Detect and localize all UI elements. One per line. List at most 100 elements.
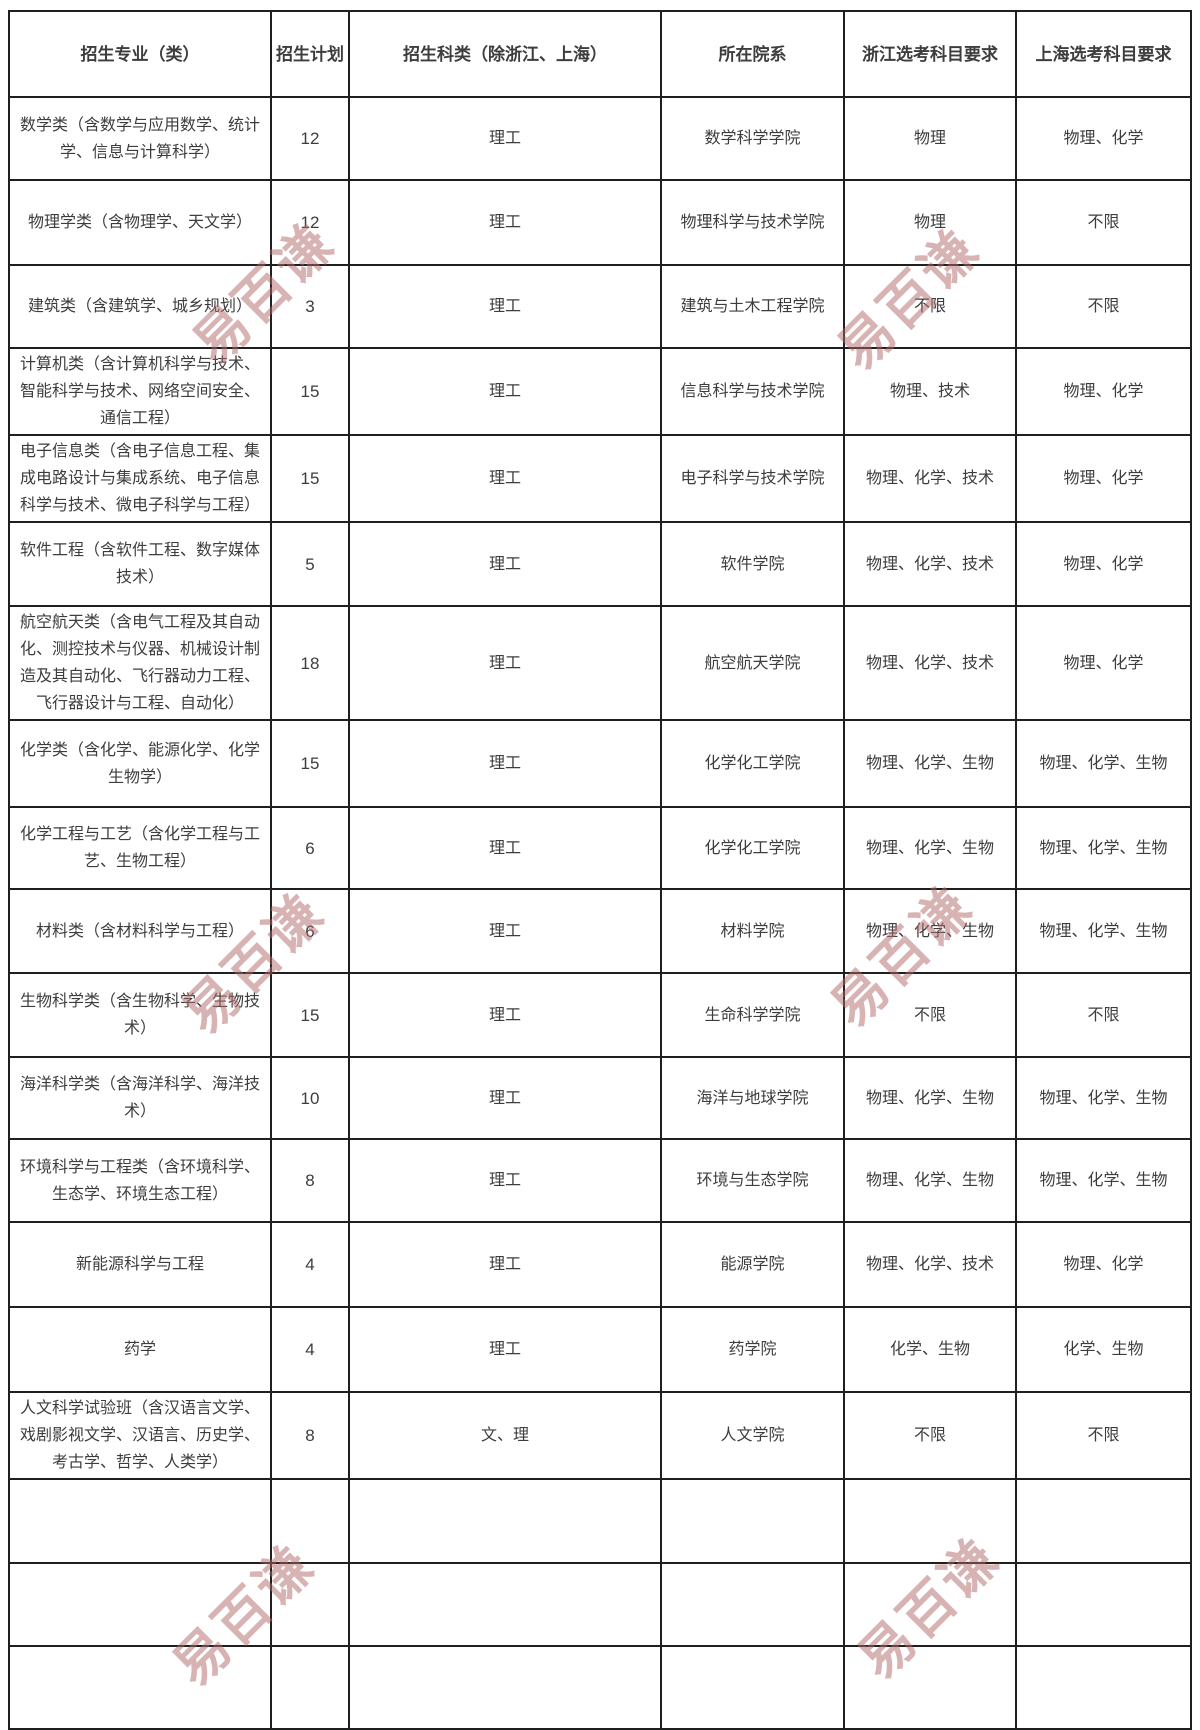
table-cell: 建筑与土木工程学院 [660, 264, 845, 349]
table-cell: 物理、化学、生物 [1015, 806, 1192, 890]
table-row-empty [8, 1645, 1192, 1730]
table-cell: 电子信息类（含电子信息工程、集成电路设计与集成系统、电子信息科学与技术、微电子科… [8, 434, 272, 523]
table-cell: 8 [270, 1391, 350, 1480]
table-cell: 信息科学与技术学院 [660, 347, 845, 436]
table-row: 新能源科学与工程 4 理工 能源学院 物理、化学、技术 物理、化学 [8, 1221, 1192, 1308]
table-cell: 物理、化学、技术 [843, 605, 1017, 721]
table-cell: 理工 [348, 1056, 662, 1140]
table-cell: 物理、化学、技术 [843, 521, 1017, 607]
table-cell: 物理科学与技术学院 [660, 179, 845, 266]
table-cell: 理工 [348, 1221, 662, 1308]
table-cell: 数学科学学院 [660, 96, 845, 181]
table-cell: 理工 [348, 719, 662, 808]
table-cell [660, 1478, 845, 1564]
table-cell: 理工 [348, 972, 662, 1058]
table-cell: 物理 [843, 96, 1017, 181]
header-department: 所在院系 [660, 10, 845, 98]
table-cell: 物理、化学、技术 [843, 434, 1017, 523]
table-row-empty [8, 1478, 1192, 1564]
table-cell [270, 1562, 350, 1647]
table-cell: 15 [270, 347, 350, 436]
table-cell: 15 [270, 434, 350, 523]
table-cell: 理工 [348, 347, 662, 436]
table-cell: 电子科学与技术学院 [660, 434, 845, 523]
table-cell: 物理学类（含物理学、天文学） [8, 179, 272, 266]
table-cell: 数学类（含数学与应用数学、统计学、信息与计算科学） [8, 96, 272, 181]
table-cell [348, 1645, 662, 1730]
table-cell: 不限 [843, 264, 1017, 349]
header-subject-category: 招生科类（除浙江、上海） [348, 10, 662, 98]
table-cell: 能源学院 [660, 1221, 845, 1308]
table-cell: 计算机类（含计算机科学与技术、智能科学与技术、网络空间安全、通信工程） [8, 347, 272, 436]
table-cell: 环境与生态学院 [660, 1138, 845, 1223]
table-row: 建筑类（含建筑学、城乡规划） 3 理工 建筑与土木工程学院 不限 不限 [8, 264, 1192, 349]
table-cell: 理工 [348, 179, 662, 266]
header-row: 招生专业（类） 招生计划 招生科类（除浙江、上海） 所在院系 浙江选考科目要求 … [8, 10, 1192, 98]
table-cell [1015, 1478, 1192, 1564]
table-cell: 物理、化学、生物 [1015, 1056, 1192, 1140]
table-cell: 理工 [348, 888, 662, 974]
table-cell: 生命科学学院 [660, 972, 845, 1058]
table-cell: 物理、化学 [1015, 434, 1192, 523]
table-cell [843, 1478, 1017, 1564]
table-cell: 不限 [1015, 264, 1192, 349]
table-cell: 物理、化学、生物 [843, 719, 1017, 808]
table-cell: 不限 [843, 972, 1017, 1058]
table-cell: 3 [270, 264, 350, 349]
table-cell [8, 1562, 272, 1647]
table-cell: 环境科学与工程类（含环境科学、生态学、环境生态工程） [8, 1138, 272, 1223]
table-cell: 化学类（含化学、能源化学、化学生物学） [8, 719, 272, 808]
table-row: 化学类（含化学、能源化学、化学生物学） 15 理工 化学化工学院 物理、化学、生物 物理、… [8, 719, 1192, 808]
table-cell: 理工 [348, 434, 662, 523]
table-cell: 材料学院 [660, 888, 845, 974]
table-cell: 15 [270, 719, 350, 808]
table-cell: 4 [270, 1221, 350, 1308]
table-cell: 12 [270, 179, 350, 266]
table-row: 材料类（含材料科学与工程） 6 理工 材料学院 物理、化学、生物 物理、化学、生物 [8, 888, 1192, 974]
table-cell: 15 [270, 972, 350, 1058]
table-cell: 不限 [843, 1391, 1017, 1480]
table-cell [270, 1645, 350, 1730]
table-row: 航空航天类（含电气工程及其自动化、测控技术与仪器、机械设计制造及其自动化、飞行器… [8, 605, 1192, 721]
table-cell [660, 1645, 845, 1730]
table-cell: 物理、技术 [843, 347, 1017, 436]
table-row: 数学类（含数学与应用数学、统计学、信息与计算科学） 12 理工 数学科学学院 物理 物理、… [8, 96, 1192, 181]
header-plan-count: 招生计划 [270, 10, 350, 98]
table-cell: 物理、化学、生物 [1015, 888, 1192, 974]
table-cell: 软件工程（含软件工程、数字媒体技术） [8, 521, 272, 607]
table-cell: 人文学院 [660, 1391, 845, 1480]
table-cell: 物理、化学 [1015, 605, 1192, 721]
table-row: 生物科学类（含生物科学、生物技术） 15 理工 生命科学学院 不限 不限 [8, 972, 1192, 1058]
table-row-empty [8, 1562, 1192, 1647]
table-cell: 化学化工学院 [660, 806, 845, 890]
table-cell: 4 [270, 1306, 350, 1393]
table-cell: 航空航天类（含电气工程及其自动化、测控技术与仪器、机械设计制造及其自动化、飞行器… [8, 605, 272, 721]
table-cell: 航空航天学院 [660, 605, 845, 721]
header-zhejiang-requirement: 浙江选考科目要求 [843, 10, 1017, 98]
table-cell: 6 [270, 806, 350, 890]
table-cell: 理工 [348, 521, 662, 607]
table-row: 环境科学与工程类（含环境科学、生态学、环境生态工程） 8 理工 环境与生态学院 物理、化… [8, 1138, 1192, 1223]
table-cell: 新能源科学与工程 [8, 1221, 272, 1308]
table-cell: 理工 [348, 806, 662, 890]
table-cell [8, 1645, 272, 1730]
table-cell: 建筑类（含建筑学、城乡规划） [8, 264, 272, 349]
table-cell: 化学、生物 [1015, 1306, 1192, 1393]
table-cell: 化学工程与工艺（含化学工程与工艺、生物工程） [8, 806, 272, 890]
table-cell [843, 1562, 1017, 1647]
table-row: 药学 4 理工 药学院 化学、生物 化学、生物 [8, 1306, 1192, 1393]
table-cell: 生物科学类（含生物科学、生物技术） [8, 972, 272, 1058]
table-cell: 物理、化学 [1015, 347, 1192, 436]
table-cell: 5 [270, 521, 350, 607]
table-cell: 文、理 [348, 1391, 662, 1480]
table-cell: 不限 [1015, 972, 1192, 1058]
header-major: 招生专业（类） [8, 10, 272, 98]
table-cell: 理工 [348, 1138, 662, 1223]
table-cell [8, 1478, 272, 1564]
table-cell: 10 [270, 1056, 350, 1140]
table-cell: 化学、生物 [843, 1306, 1017, 1393]
table-cell: 化学化工学院 [660, 719, 845, 808]
table-cell: 物理、化学、生物 [843, 806, 1017, 890]
table-row: 化学工程与工艺（含化学工程与工艺、生物工程） 6 理工 化学化工学院 物理、化学、生物物… [8, 806, 1192, 890]
